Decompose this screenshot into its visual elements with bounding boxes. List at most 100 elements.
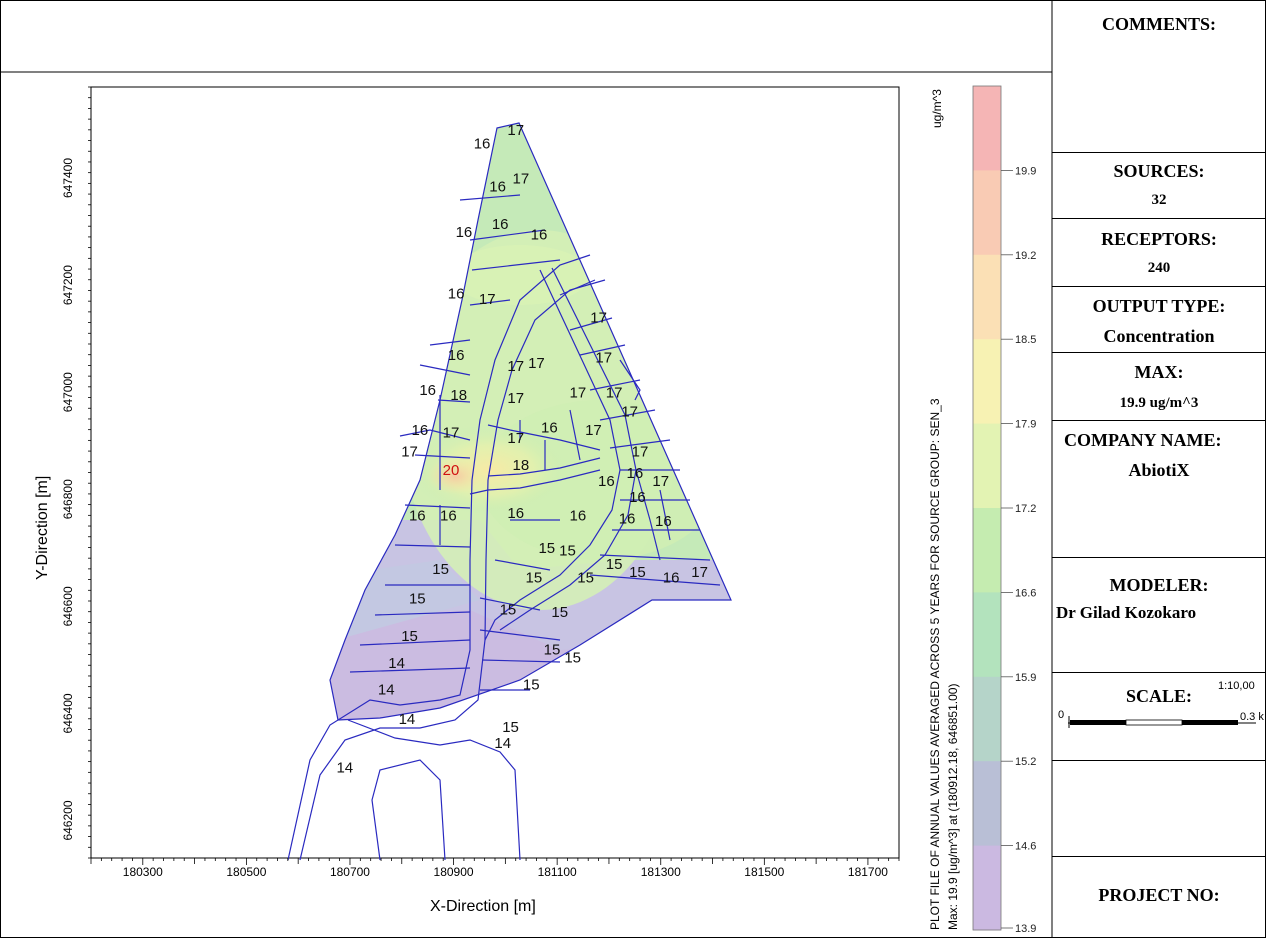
contour-value-label: 15: [629, 564, 646, 581]
contour-value-label: 15: [544, 642, 561, 659]
contour-value-label: 16: [531, 227, 548, 244]
colorbar-tick-label: 13.9: [1015, 923, 1036, 935]
contour-value-label: 14: [399, 711, 416, 728]
receptors-label: RECEPTORS:: [1101, 229, 1217, 249]
colorbar-segment: [973, 508, 1001, 593]
contour-value-label: 15: [551, 604, 568, 621]
scale-length: 0.3 k: [1240, 711, 1264, 723]
contour-value-label: 17: [595, 350, 612, 367]
contour-value-label: 14: [378, 682, 395, 699]
modeler-label: MODELER:: [1109, 575, 1209, 595]
contour-value-label: 16: [448, 285, 465, 302]
contour-value-label: 15: [526, 569, 543, 586]
contour-value-label: 16: [448, 347, 465, 364]
contour-value-label: 15: [606, 556, 623, 573]
contour-value-label: 16: [419, 382, 436, 399]
y-tick-label: 647200: [61, 265, 75, 305]
max-value: 19.9 ug/m^3: [1119, 395, 1199, 411]
contour-value-label: 16: [541, 419, 558, 436]
x-tick-label: 180500: [226, 865, 266, 879]
contour-value-label: 17: [590, 310, 607, 327]
contour-value-label: 17: [652, 473, 669, 490]
x-tick-label: 180300: [123, 865, 163, 879]
contour-value-label: 15: [523, 676, 540, 693]
colorbar-tick-label: 15.2: [1015, 756, 1036, 768]
colorbar-tick-label: 15.9: [1015, 672, 1036, 684]
colorbar-segment: [973, 86, 1001, 171]
y-tick-label: 646800: [61, 479, 75, 519]
contour-value-label: 14: [336, 759, 353, 776]
contour-value-label: 17: [507, 358, 524, 375]
contour-value-label: 16: [570, 508, 587, 525]
plot-caption-max: Max: 19.9 [ug/m^3] at (180912.18, 646851…: [946, 683, 960, 930]
max-label: MAX:: [1134, 362, 1184, 382]
colorbar-tick-label: 19.2: [1015, 250, 1036, 262]
contour-value-label: 15: [538, 540, 555, 557]
colorbar-segment: [973, 845, 1001, 931]
colorbar-unit: ug/m^3: [930, 89, 944, 128]
contour-value-label: 15: [577, 569, 594, 586]
company-name-value: AbiotiX: [1128, 460, 1190, 480]
contour-value-label: 17: [507, 390, 524, 407]
y-tick-label: 647400: [61, 158, 75, 198]
colorbar-segment: [973, 423, 1001, 509]
contour-value-label: 16: [619, 510, 636, 527]
comments-label: COMMENTS:: [1102, 14, 1216, 34]
contour-value-label: 16: [492, 216, 509, 233]
modeler-value: Dr Gilad Kozokaro: [1056, 603, 1197, 622]
sources-value: 32: [1151, 192, 1167, 208]
contour-value-label: 17: [621, 403, 638, 420]
contour-value-label: 17: [570, 385, 587, 402]
contour-value-label: 16: [474, 136, 491, 153]
contour-value-label: 17: [632, 443, 649, 460]
contour-value-label: 15: [500, 601, 517, 618]
x-tick-label: 181100: [538, 865, 577, 879]
y-axis-ticks: 646200 646400 646600 646800 647000 647200 6474…: [61, 86, 91, 859]
x-tick-label: 181300: [641, 865, 681, 879]
contour-value-label: 16: [627, 465, 644, 482]
contour-value-label: 17: [528, 355, 545, 372]
y-tick-label: 646200: [61, 800, 75, 840]
contour-value-label: 17: [479, 291, 496, 308]
x-tick-label: 181500: [744, 865, 784, 879]
scale-zero: 0: [1058, 709, 1065, 721]
scale-label: SCALE:: [1126, 686, 1193, 706]
contour-value-label: 16: [412, 422, 429, 439]
contour-value-label: 16: [663, 569, 680, 586]
y-tick-label: 646400: [61, 693, 75, 733]
contour-value-label: 17: [585, 422, 602, 439]
colorbar-segment: [973, 592, 1001, 678]
x-axis-label: X-Direction [m]: [430, 898, 536, 915]
contour-value-label: 15: [559, 542, 576, 559]
colorbar-tick-label: 16.6: [1015, 587, 1036, 599]
company-name-label: COMPANY NAME:: [1064, 430, 1222, 450]
contour-value-label: 14: [388, 655, 405, 672]
contour-value-label: 16: [440, 508, 457, 525]
y-tick-label: 646600: [61, 586, 75, 626]
scale-ratio: 1:10,00: [1218, 680, 1255, 692]
receptors-value: 240: [1147, 260, 1171, 276]
x-tick-label: 180900: [434, 865, 474, 879]
colorbar: 19.9 19.2 18.5 17.9 17.2 16.6 15.9 15.2 14.6 13.9: [972, 85, 1036, 935]
colorbar-tick-label: 17.2: [1015, 503, 1036, 515]
colorbar-tick-label: 14.6: [1015, 841, 1036, 853]
contour-value-label: 17: [513, 170, 530, 187]
colorbar-tick-label: 19.9: [1015, 165, 1036, 177]
contour-value-label: 17: [443, 425, 460, 442]
plot-caption-title: PLOT FILE OF ANNUAL VALUES AVERAGED ACRO…: [928, 398, 942, 931]
contour-value-label: 16: [629, 489, 646, 506]
contour-value-label: 15: [409, 591, 426, 608]
output-type-value: Concentration: [1103, 326, 1215, 346]
contour-value-label: 15: [502, 719, 519, 736]
contour-value-label: 16: [489, 178, 506, 195]
scale-bar: [1068, 716, 1256, 728]
x-tick-label: 180700: [330, 865, 370, 879]
contour-value-label: 16: [507, 505, 524, 522]
contour-value-label: 16: [456, 224, 473, 241]
colorbar-segment: [973, 254, 1001, 340]
contour-value-label: 17: [691, 564, 708, 581]
output-type-label: OUTPUT TYPE:: [1092, 296, 1226, 316]
contour-value-label: 15: [401, 628, 418, 645]
